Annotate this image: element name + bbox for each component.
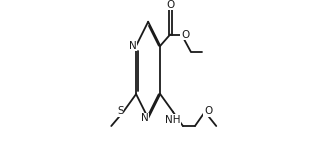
Text: N: N — [129, 41, 137, 51]
Text: NH: NH — [165, 115, 181, 125]
Text: O: O — [166, 0, 174, 10]
Text: O: O — [204, 106, 212, 116]
Text: O: O — [181, 29, 189, 40]
Text: S: S — [117, 106, 123, 116]
Text: N: N — [141, 113, 148, 123]
